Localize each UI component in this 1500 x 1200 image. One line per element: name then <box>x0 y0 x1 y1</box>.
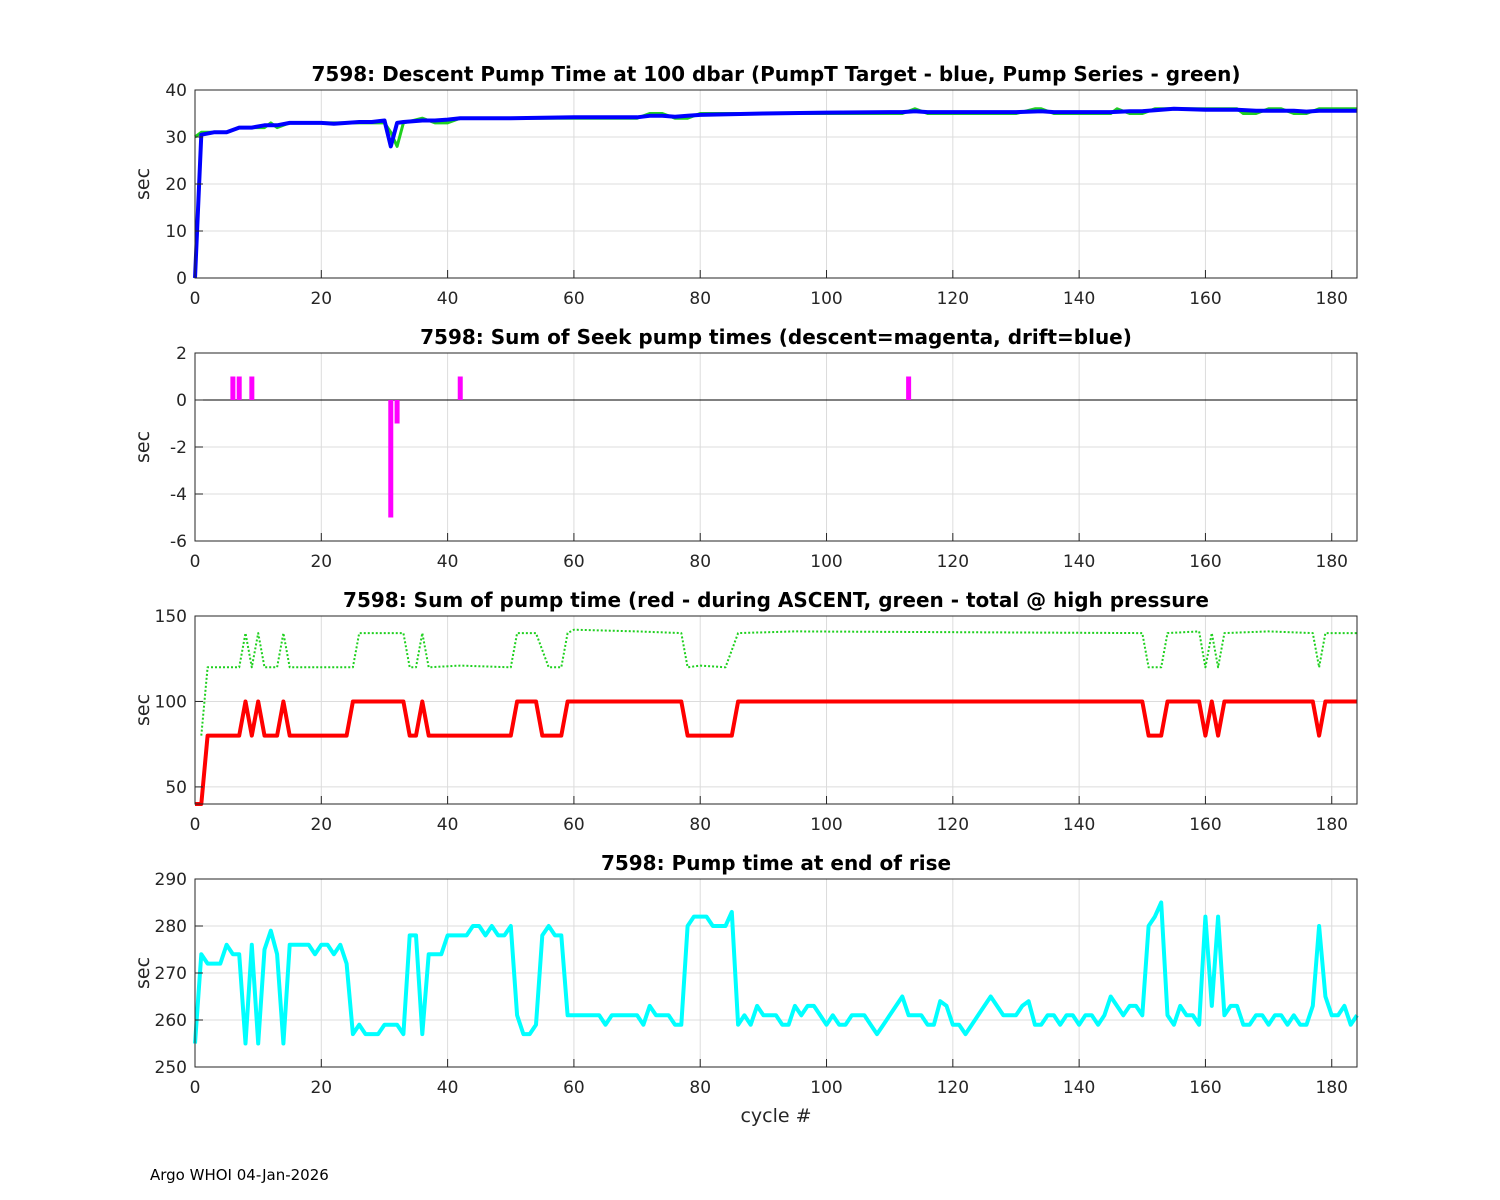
x-axis-label: cycle # <box>740 1105 811 1127</box>
x-tick-label: 180 <box>1316 552 1348 572</box>
seek-pump-bar <box>906 376 912 400</box>
x-tick-label: 80 <box>689 552 711 572</box>
y-tick-label: 30 <box>165 128 187 148</box>
x-tick-label: 180 <box>1316 815 1348 835</box>
seek-pump-bar <box>236 376 242 400</box>
x-tick-label: 100 <box>810 289 842 309</box>
chart-panel-3: 0 20 40 60 80 100 120 140 160 180 50 100 150 7598: Su… <box>132 588 1358 835</box>
x-tick-label: 40 <box>437 1078 459 1098</box>
axes-frame <box>194 615 1358 805</box>
x-tick-label: 140 <box>1063 289 1095 309</box>
x-tick-label: 180 <box>1316 289 1348 309</box>
seek-pump-bar <box>388 400 394 518</box>
x-tick-label: 140 <box>1063 815 1095 835</box>
y-tick-label: 0 <box>176 391 187 411</box>
x-tick-label: 160 <box>1189 1078 1221 1098</box>
x-tick-label: 100 <box>810 552 842 572</box>
x-tick-label: 160 <box>1189 289 1221 309</box>
x-tick-label: 160 <box>1189 815 1221 835</box>
x-tick-label: 140 <box>1063 552 1095 572</box>
x-tick-label: 80 <box>689 289 711 309</box>
x-tick-label: 20 <box>310 289 332 309</box>
y-tick-label: 2 <box>176 344 187 364</box>
x-tick-label: 0 <box>190 1078 201 1098</box>
seek-pump-bar <box>230 376 236 400</box>
x-tick-label: 120 <box>937 815 969 835</box>
y-tick-label: -4 <box>170 485 187 505</box>
chart-title: 7598: Descent Pump Time at 100 dbar (Pum… <box>312 62 1241 86</box>
x-tick-label: 60 <box>563 552 585 572</box>
y-axis-label: sec <box>132 431 154 463</box>
y-tick-label: 100 <box>155 692 187 712</box>
y-tick-label: 270 <box>155 964 187 984</box>
footer-credit: Argo WHOI 04-Jan-2026 <box>150 1166 329 1184</box>
x-tick-label: 60 <box>563 1078 585 1098</box>
seek-pump-bar <box>249 376 255 400</box>
chart-panel-1: 0 20 40 60 80 100 120 140 160 180 0 10 20 30 40 7598: D… <box>132 62 1358 309</box>
y-axis-label: sec <box>132 168 154 200</box>
x-tick-label: 0 <box>190 815 201 835</box>
x-tick-label: 60 <box>563 815 585 835</box>
chart-title: 7598: Sum of Seek pump times (descent=ma… <box>420 325 1132 349</box>
y-tick-label: 150 <box>155 607 187 627</box>
chart-panel-4: 0 20 40 60 80 100 120 140 160 180 250 260 270 280 290 7… <box>132 851 1359 1127</box>
y-tick-label: 280 <box>155 917 187 937</box>
x-tick-label: 120 <box>937 552 969 572</box>
x-tick-label: 160 <box>1189 552 1221 572</box>
x-tick-label: 100 <box>810 815 842 835</box>
x-tick-label: 80 <box>689 1078 711 1098</box>
x-tick-label: 100 <box>810 1078 842 1098</box>
y-tick-label: 260 <box>155 1011 187 1031</box>
x-tick-label: 120 <box>937 1078 969 1098</box>
chart-title: 7598: Sum of pump time (red - during ASC… <box>343 588 1209 612</box>
y-tick-label: 0 <box>176 269 187 289</box>
y-tick-label: 50 <box>165 778 187 798</box>
x-tick-label: 20 <box>310 815 332 835</box>
x-tick-label: 140 <box>1063 1078 1095 1098</box>
x-tick-label: 120 <box>937 289 969 309</box>
series-line-1 <box>193 900 1359 1046</box>
x-tick-label: 180 <box>1316 1078 1348 1098</box>
x-tick-label: 60 <box>563 289 585 309</box>
y-tick-label: 40 <box>165 81 187 101</box>
x-tick-label: 40 <box>437 289 459 309</box>
y-tick-label: 10 <box>165 222 187 242</box>
series-line-1 <box>200 628 1357 736</box>
series-line-2 <box>195 699 1357 806</box>
chart-panel-2: 0 20 40 60 80 100 120 140 160 180 -6 -4 -2 0 2 7598: Su… <box>132 325 1358 572</box>
y-axis-label: sec <box>132 957 154 989</box>
x-tick-label: 20 <box>310 552 332 572</box>
x-tick-label: 0 <box>190 289 201 309</box>
y-axis-label: sec <box>132 694 154 726</box>
x-tick-label: 40 <box>437 815 459 835</box>
x-tick-label: 0 <box>190 552 201 572</box>
y-tick-label: 250 <box>155 1058 187 1078</box>
x-tick-label: 80 <box>689 815 711 835</box>
seek-pump-bar <box>394 400 400 424</box>
seek-pump-bar <box>457 376 463 400</box>
y-tick-label: -6 <box>170 532 187 552</box>
y-tick-label: 290 <box>155 870 187 890</box>
x-tick-label: 20 <box>310 1078 332 1098</box>
y-tick-label: -2 <box>170 438 187 458</box>
chart-title: 7598: Pump time at end of rise <box>601 851 951 875</box>
y-tick-label: 20 <box>165 175 187 195</box>
series-line-2 <box>193 106 1357 279</box>
x-tick-label: 40 <box>437 552 459 572</box>
